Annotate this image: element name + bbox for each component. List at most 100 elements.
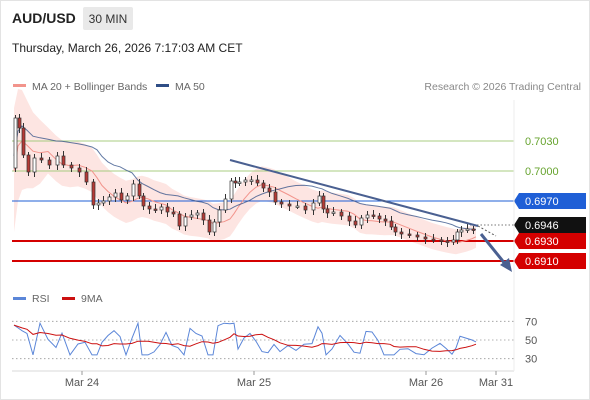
projection-arrow-shaft bbox=[479, 233, 508, 266]
candle-body bbox=[84, 171, 89, 183]
candle-body bbox=[389, 220, 394, 228]
candle bbox=[77, 164, 82, 177]
candle-body bbox=[331, 211, 336, 214]
candle bbox=[383, 215, 388, 226]
price-label-text-target-2: 0.7030 bbox=[525, 136, 559, 148]
candle-body bbox=[107, 196, 112, 202]
candle bbox=[311, 199, 316, 215]
candle bbox=[17, 114, 22, 133]
candle bbox=[255, 175, 260, 186]
candle-body bbox=[415, 234, 420, 238]
candle-body bbox=[237, 181, 242, 184]
candle bbox=[26, 152, 31, 176]
candle bbox=[451, 235, 456, 245]
candle bbox=[233, 177, 238, 188]
legend: MA 20 + Bollinger Bands MA 50 Research ©… bbox=[13, 81, 581, 93]
candle-body bbox=[393, 226, 398, 233]
ma20-line bbox=[13, 140, 477, 244]
candle bbox=[267, 184, 272, 197]
timeframe-badge[interactable]: 30 MIN bbox=[83, 7, 133, 30]
candle bbox=[229, 178, 234, 203]
candle bbox=[459, 226, 464, 237]
candle-body bbox=[365, 214, 370, 219]
candle-body bbox=[423, 236, 428, 240]
candle bbox=[407, 229, 412, 238]
candle bbox=[287, 200, 292, 211]
candle-body bbox=[325, 208, 330, 214]
candle-body bbox=[311, 202, 316, 211]
candle bbox=[339, 209, 344, 220]
legend-label-rsi: RSI bbox=[32, 293, 50, 305]
candle bbox=[217, 206, 222, 227]
candle bbox=[13, 115, 18, 172]
chart-datetime: Thursday, March 26, 2026 7:17:03 AM CET bbox=[12, 41, 243, 55]
candle-body bbox=[407, 233, 412, 236]
x-axis: Mar 24 Mar 25 Mar 26 Mar 31 bbox=[65, 371, 513, 389]
candle-body bbox=[91, 181, 96, 206]
legend-label-9ma: 9MA bbox=[81, 293, 103, 305]
candle bbox=[189, 210, 194, 220]
research-credit: Research © 2026 Trading Central bbox=[424, 81, 581, 93]
candle-body bbox=[249, 179, 254, 182]
candle bbox=[61, 151, 66, 168]
candle-body bbox=[371, 214, 376, 217]
candle-body bbox=[471, 228, 476, 231]
candle bbox=[119, 188, 124, 203]
candle bbox=[423, 233, 428, 244]
legend-swatch-ma50 bbox=[156, 84, 169, 87]
candle bbox=[47, 157, 52, 169]
price-label-target-2: 0.7030 bbox=[525, 136, 559, 148]
candle-body bbox=[459, 229, 464, 233]
candle bbox=[147, 202, 152, 214]
candle bbox=[195, 210, 200, 219]
candle bbox=[207, 215, 212, 235]
candle bbox=[107, 194, 112, 205]
candle-body bbox=[131, 183, 136, 197]
price-label-bg-current bbox=[514, 217, 586, 233]
candle-body bbox=[32, 157, 37, 173]
candle-body bbox=[377, 215, 382, 220]
candle-body bbox=[96, 202, 101, 206]
candle-body bbox=[119, 192, 124, 201]
candle-body bbox=[339, 211, 344, 217]
candle bbox=[295, 201, 300, 209]
candle bbox=[183, 213, 188, 231]
candle bbox=[365, 211, 370, 223]
candle bbox=[415, 232, 420, 241]
candle-body bbox=[273, 191, 278, 203]
candle bbox=[237, 177, 242, 186]
projection-arrow-head bbox=[500, 258, 512, 272]
legend-label-ma50: MA 50 bbox=[175, 81, 205, 93]
x-tick-label-0: Mar 24 bbox=[65, 377, 99, 389]
price-label-text-support-2: 0.6910 bbox=[525, 256, 559, 268]
price-label-bg-support-1 bbox=[514, 233, 586, 249]
price-label-current: 0.6946 bbox=[514, 217, 586, 233]
candle-body bbox=[147, 205, 152, 210]
candle bbox=[153, 204, 158, 213]
rsi-tick-30: 30 bbox=[525, 354, 537, 366]
rsi-ma-line bbox=[13, 324, 477, 352]
trend-line bbox=[229, 159, 479, 227]
price-label-text-target-1: 0.7000 bbox=[525, 166, 559, 178]
candle-body bbox=[353, 220, 358, 226]
candle bbox=[371, 210, 376, 219]
candle bbox=[101, 196, 106, 206]
candle bbox=[431, 234, 436, 243]
candle-body bbox=[183, 216, 188, 227]
candle bbox=[113, 189, 118, 202]
candle bbox=[249, 176, 254, 185]
candle-body bbox=[267, 187, 272, 193]
x-tick-label-2: Mar 26 bbox=[409, 377, 443, 389]
candle-body bbox=[243, 179, 248, 183]
price-label-target-1: 0.7000 bbox=[525, 166, 559, 178]
candle-body bbox=[465, 228, 470, 231]
candle bbox=[131, 180, 136, 201]
candle bbox=[165, 203, 170, 217]
candle bbox=[32, 154, 37, 177]
candle-body bbox=[451, 239, 456, 243]
price-label-support-1: 0.6930 bbox=[514, 233, 586, 249]
candle bbox=[55, 152, 60, 170]
candle-body bbox=[39, 157, 44, 161]
legend-label-ma20-bb: MA 20 + Bollinger Bands bbox=[32, 81, 147, 93]
